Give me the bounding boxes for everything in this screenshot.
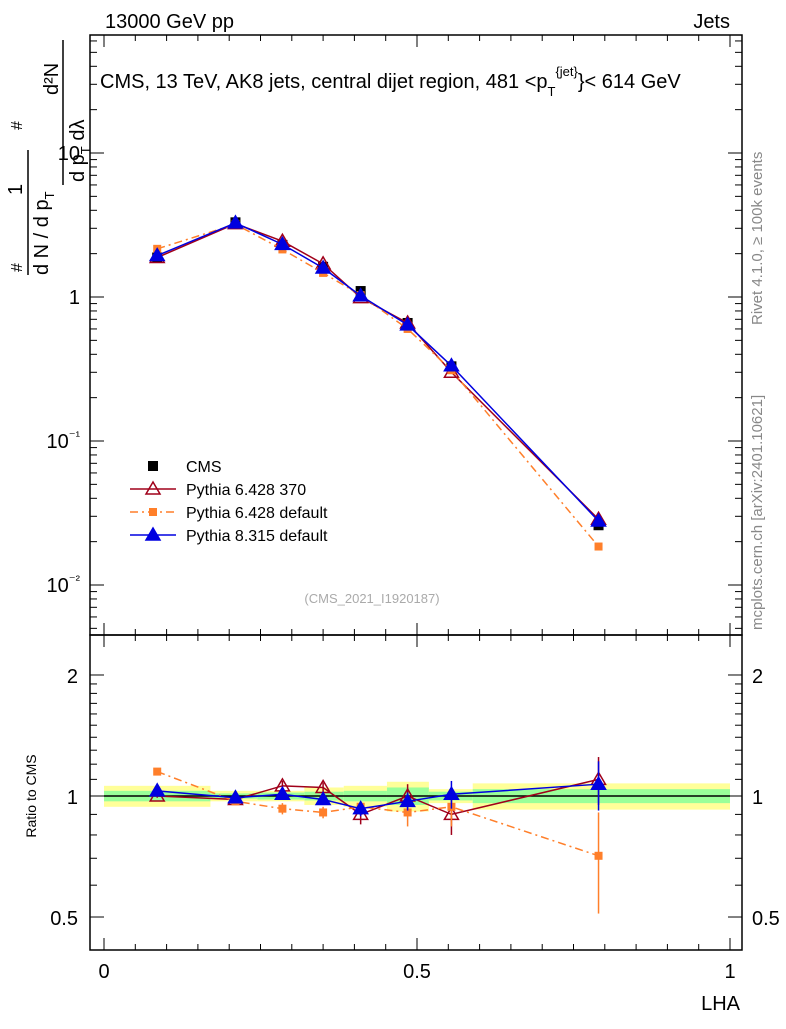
ylabel-hash2: # xyxy=(9,121,26,130)
legend-entry: CMS xyxy=(186,459,222,476)
legend-entry: Pythia 6.428 default xyxy=(186,505,328,522)
ratio-point-2 xyxy=(148,782,166,797)
data-point-3 xyxy=(443,357,460,372)
ratio-line-2 xyxy=(157,783,599,810)
ratio-y-tick-label-right: 0.5 xyxy=(752,908,780,930)
ylabel-num2: d²N xyxy=(41,63,63,95)
header-right: Jets xyxy=(693,11,730,33)
ratio-point-2 xyxy=(590,775,607,790)
data-point-3 xyxy=(399,316,416,331)
x-tick-label: 0.5 xyxy=(403,961,431,983)
ratio-y-tick-label: 1 xyxy=(67,787,78,809)
main-plot-frame xyxy=(89,34,743,636)
svg-text:d N / d pT: d N / d pT xyxy=(31,191,57,275)
x-tick-label: 0 xyxy=(98,961,109,983)
x-tick-label: 1 xyxy=(724,961,735,983)
ratio-point-0 xyxy=(314,778,332,794)
legend-marker xyxy=(144,526,162,541)
data-point-3 xyxy=(590,512,607,527)
legend-marker xyxy=(149,508,157,516)
mcplots-label: mcplots.cern.ch [arXiv:2401.10621] xyxy=(749,395,766,630)
legend-marker xyxy=(148,461,158,471)
data-point-3 xyxy=(314,259,332,274)
ratio-plot-frame xyxy=(89,634,743,951)
ratio-point-2 xyxy=(227,789,244,804)
ratio-point-1 xyxy=(319,808,328,817)
ratio-y-tick-label: 2 xyxy=(67,666,78,688)
legend-entry: Pythia 6.428 370 xyxy=(186,482,306,499)
ratio-point-1 xyxy=(403,808,412,817)
data-point-3 xyxy=(352,287,369,302)
svg-text:d pT dλ: d pT dλ xyxy=(67,120,93,182)
y-axis-label: # 1 d N / d pT # d²N d pT dλ xyxy=(5,40,93,275)
ratio-y-tick-label: 0.5 xyxy=(50,908,78,930)
ylabel-den-sub: T xyxy=(42,191,57,199)
ratio-point-2 xyxy=(352,800,369,815)
data-point-3 xyxy=(274,235,291,251)
data-point-3 xyxy=(227,214,244,229)
y-tick-label: 10⁻¹ xyxy=(47,428,81,453)
ratio-y-label: Ratio to CMS xyxy=(23,754,39,837)
y-tick-label: 1 xyxy=(69,287,80,309)
ylabel-den2: d p xyxy=(67,154,89,182)
title-end: }< 614 GeV xyxy=(578,71,682,93)
ratio-point-2 xyxy=(443,785,460,801)
y-tick-label: 10 xyxy=(58,143,80,165)
plot-title: CMS, 13 TeV, AK8 jets, central dijet reg… xyxy=(100,64,681,99)
legend-entry: Pythia 8.315 default xyxy=(186,528,328,545)
title-sub: T xyxy=(548,84,556,99)
data-point-3 xyxy=(148,247,166,262)
rivet-label: Rivet 4.1.0, ≥ 100k events xyxy=(749,152,766,325)
ratio-point-1 xyxy=(594,851,603,860)
legend-marker xyxy=(144,480,162,495)
analysis-annotation: (CMS_2021_I1920187) xyxy=(304,591,439,606)
title-main: CMS, 13 TeV, AK8 jets, central dijet reg… xyxy=(100,71,548,93)
ratio-point-2 xyxy=(274,785,291,801)
ylabel-num: 1 xyxy=(5,184,27,195)
ylabel-hash: # xyxy=(9,263,26,272)
ylabel-den: d N / d p xyxy=(31,199,53,275)
title-sup: {jet} xyxy=(555,64,578,79)
y-tick-label: 10⁻² xyxy=(47,572,81,597)
ylabel-den2-end: dλ xyxy=(67,120,89,147)
ylabel-den2-sub: T xyxy=(78,146,93,154)
header-left: 13000 GeV pp xyxy=(105,11,234,33)
ratio-y-tick-label-right: 2 xyxy=(752,666,763,688)
ratio-point-1 xyxy=(278,804,287,813)
ratio-point-1 xyxy=(153,767,162,776)
ratio-line-1 xyxy=(156,770,599,857)
series-line-3 xyxy=(156,222,600,522)
ratio-point-2 xyxy=(314,791,332,806)
ratio-y-tick-label-right: 1 xyxy=(752,787,763,809)
series-line-1 xyxy=(156,222,600,520)
ratio-point-2 xyxy=(399,792,416,808)
data-point-2 xyxy=(594,542,603,551)
x-axis-label: LHA xyxy=(701,993,741,1015)
